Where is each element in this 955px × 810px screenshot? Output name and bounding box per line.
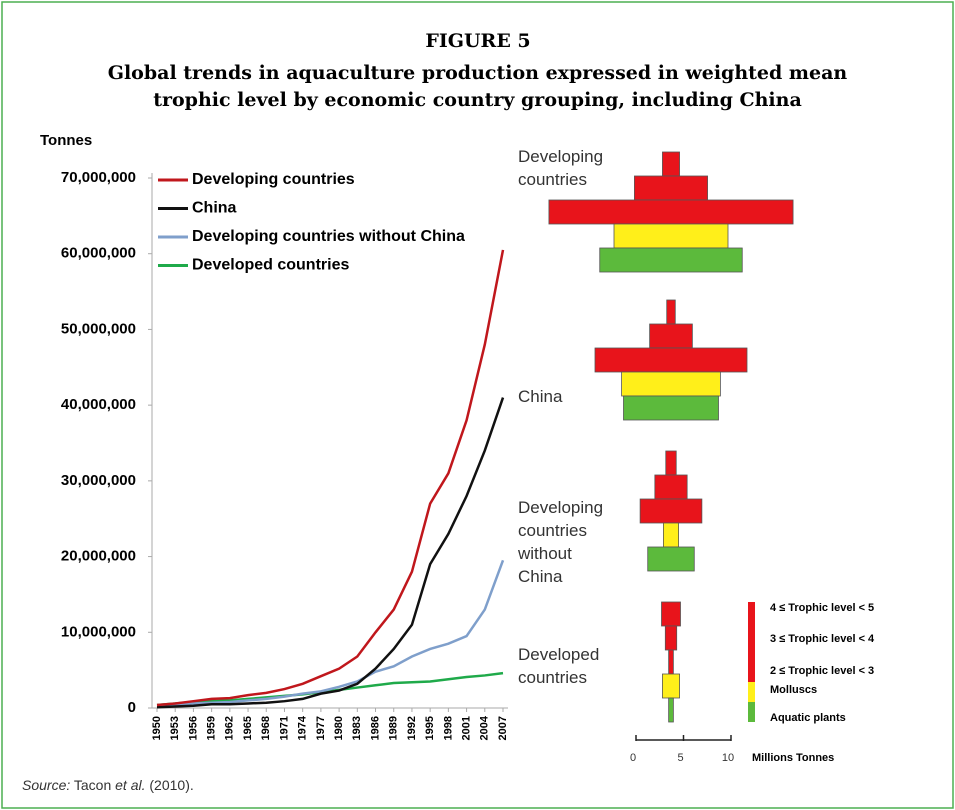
- pyramid-bar: [665, 450, 677, 476]
- pyramid-bar: [639, 498, 703, 524]
- pyramid-bar: [666, 299, 676, 325]
- pyramid-bar: [634, 175, 708, 201]
- series-line: [156, 397, 505, 709]
- legend-label: Developed countries: [192, 257, 349, 274]
- x-tick-label: 1980: [333, 716, 345, 740]
- figure-number: FIGURE 5: [425, 30, 530, 52]
- pyramid-bar: [621, 371, 721, 397]
- source: Source: Tacon et al. (2010).: [22, 777, 194, 793]
- series-line: [156, 249, 505, 707]
- pyramid-bar: [599, 247, 743, 273]
- x-tick-label: 1959: [206, 716, 218, 740]
- legend-label: China: [192, 200, 237, 217]
- x-tick-label: 1968: [260, 716, 272, 740]
- y-tick-label: 20,000,000: [61, 548, 136, 565]
- pyramid-label: China: [518, 387, 563, 406]
- x-tick-label: 2001: [460, 716, 472, 740]
- subtitle: Global trends in aquaculture production …: [107, 62, 848, 111]
- level-swatch: [748, 602, 755, 632]
- x-tick-label: 1977: [315, 716, 327, 740]
- pyramid-bar: [548, 199, 794, 225]
- x-tick-label: 1992: [406, 716, 418, 740]
- pyramid-label: Developing countries without China: [518, 498, 604, 586]
- y-tick-label: 40,000,000: [61, 396, 136, 413]
- pyramid-label: Developed countries: [518, 645, 600, 687]
- level-label: 3 ≤ Trophic level < 4: [770, 633, 875, 645]
- legend-label: Developing countries without China: [192, 228, 465, 245]
- x-tick-label: 1995: [424, 716, 436, 740]
- pyramid-bar: [662, 673, 680, 699]
- y-axis-label: Tonnes: [40, 132, 92, 149]
- source-year: (2010).: [149, 777, 193, 793]
- pyramid-bar: [649, 323, 693, 349]
- level-label: Aquatic plants: [770, 712, 846, 724]
- level-swatch: [748, 702, 755, 722]
- scale-tick-label: 5: [677, 752, 683, 764]
- y-tick-label: 70,000,000: [61, 169, 136, 186]
- x-tick-label: 1989: [388, 716, 400, 740]
- pyramid-bar: [613, 223, 729, 249]
- scale-tick-label: 0: [630, 752, 636, 764]
- pyramid-bar: [663, 522, 680, 548]
- x-tick-label: 1998: [442, 716, 454, 740]
- y-tick-label: 0: [128, 699, 136, 716]
- legend-label: Developing countries: [192, 171, 355, 188]
- pyramid-bar: [662, 151, 680, 177]
- x-tick-label: 1950: [151, 716, 163, 740]
- y-tick-label: 10,000,000: [61, 623, 136, 640]
- y-tick-label: 50,000,000: [61, 320, 136, 337]
- x-tick-label: 1971: [278, 716, 290, 740]
- pyramid-bar: [647, 546, 695, 572]
- series-line: [156, 559, 505, 707]
- level-label: Molluscs: [770, 684, 817, 696]
- level-swatch: [748, 632, 755, 662]
- x-tick-label: 1983: [351, 716, 363, 740]
- scale-tick-label: 10: [722, 752, 734, 764]
- x-tick-label: 1986: [369, 716, 381, 740]
- scale-label: Millions Tonnes: [752, 752, 834, 764]
- source-prefix: Source:: [22, 777, 70, 793]
- x-tick-label: 2007: [497, 716, 509, 740]
- pyramid-bar: [668, 649, 674, 675]
- x-tick-label: 1956: [187, 716, 199, 740]
- pyramid-bar: [668, 697, 674, 723]
- level-swatch: [748, 682, 755, 702]
- y-tick-label: 30,000,000: [61, 472, 136, 489]
- x-tick-label: 1974: [297, 715, 309, 740]
- source-etal: et al.: [115, 777, 145, 793]
- x-tick-label: 1953: [169, 716, 181, 740]
- pyramid-bar: [661, 601, 681, 627]
- level-swatch: [748, 662, 755, 682]
- level-label: 2 ≤ Trophic level < 3: [770, 665, 874, 677]
- x-tick-label: 2004: [479, 715, 491, 740]
- pyramid-label: Developing countries: [518, 147, 604, 189]
- y-tick-label: 60,000,000: [61, 245, 136, 262]
- pyramid-bar: [654, 474, 688, 500]
- level-label: 4 ≤ Trophic level < 5: [770, 602, 874, 614]
- pyramid-bar: [664, 625, 678, 651]
- pyramid-bar: [594, 347, 748, 373]
- x-tick-label: 1962: [224, 716, 236, 740]
- x-tick-label: 1965: [242, 716, 254, 740]
- source-author: Tacon: [74, 777, 111, 793]
- pyramid-bar: [623, 395, 719, 421]
